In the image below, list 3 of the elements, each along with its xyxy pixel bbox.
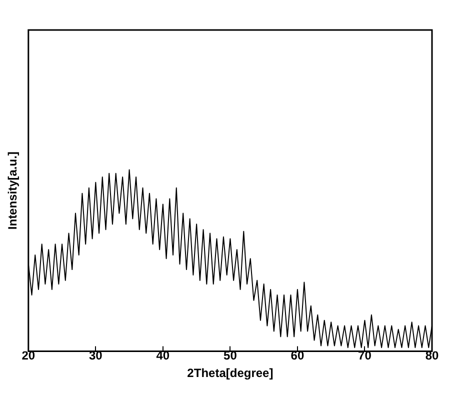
x-axis-title: 2Theta[degree] (187, 366, 274, 380)
x-tick-label: 20 (22, 348, 36, 363)
y-axis-title: Intensity[a.u.] (6, 152, 20, 230)
